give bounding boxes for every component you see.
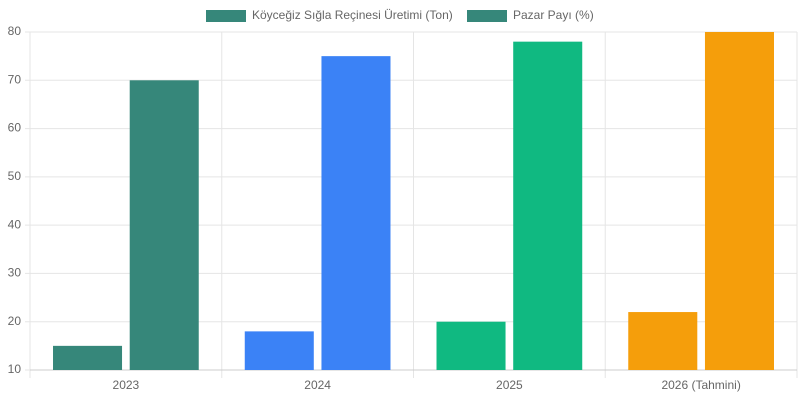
legend-label: Pazar Payı (%): [513, 8, 594, 22]
bar: [704, 32, 774, 370]
legend-label: Köyceğiz Sığla Reçinesi Üretimi (Ton): [252, 8, 453, 22]
y-tick-label: 30: [8, 266, 22, 280]
legend-swatch: [467, 10, 507, 22]
bar: [513, 41, 583, 371]
y-tick-label: 40: [8, 217, 22, 231]
bar: [244, 331, 314, 370]
bar: [628, 312, 698, 370]
y-tick-label: 50: [8, 169, 22, 183]
bar: [53, 345, 123, 370]
y-tick-label: 80: [8, 24, 22, 38]
bar: [436, 321, 506, 370]
bar: [129, 80, 199, 371]
y-tick-label: 20: [8, 314, 22, 328]
x-tick-label: 2024: [304, 378, 331, 392]
bar: [321, 56, 391, 371]
x-tick-label: 2023: [113, 378, 140, 392]
y-tick-label: 70: [8, 72, 22, 86]
legend-swatch: [206, 10, 246, 22]
y-tick-label: 10: [8, 362, 22, 376]
x-tick-label: 2025: [496, 378, 523, 392]
y-tick-label: 60: [8, 121, 22, 135]
x-tick-label: 2026 (Tahmini): [661, 378, 740, 392]
